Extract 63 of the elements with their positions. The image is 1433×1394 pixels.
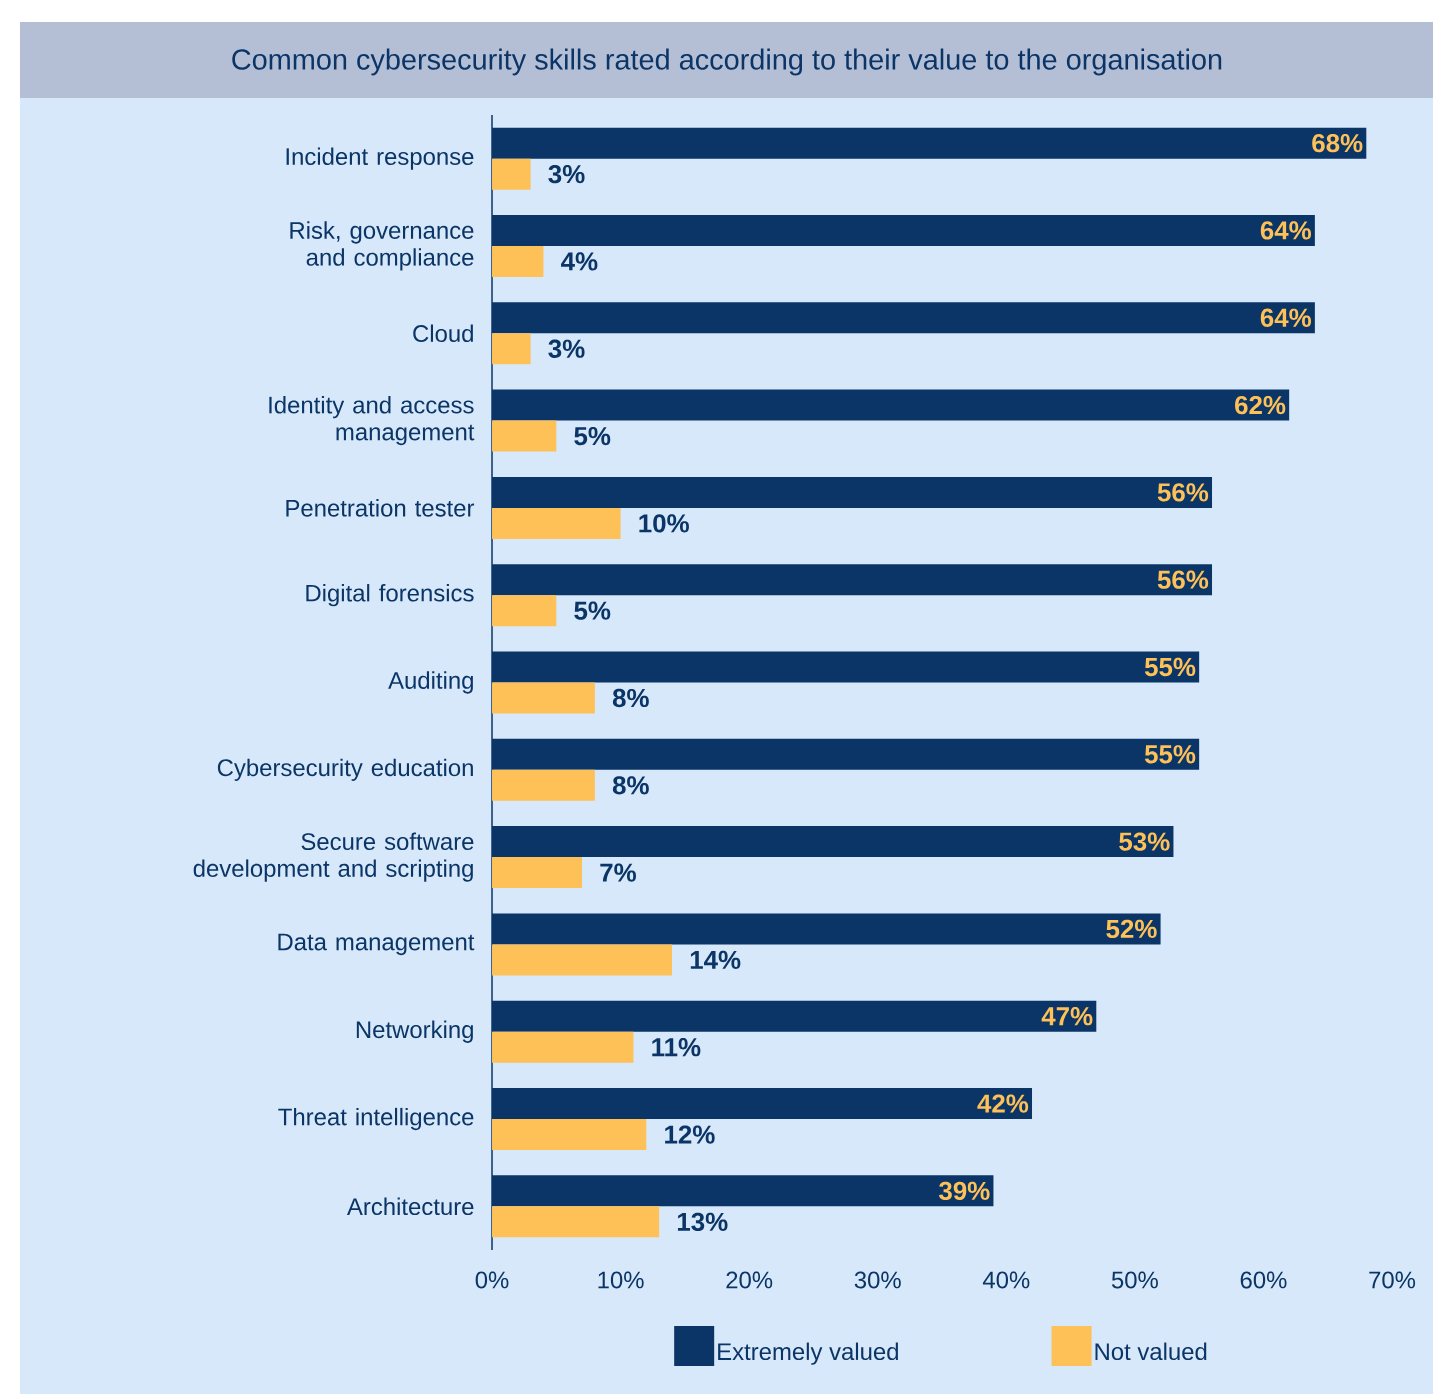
legend-label: Not valued	[1095, 1342, 1207, 1361]
data-label: 55%	[1144, 745, 1196, 764]
chart-title: Common cybersecurity skills rated according to their value to the organisation	[232, 48, 1222, 76]
data-label: 3%	[548, 164, 585, 184]
y-tick-label: Architecture	[346, 1197, 474, 1216]
bar	[492, 857, 583, 889]
y-tick-label: Cloud	[413, 324, 473, 343]
y-tick-label: Penetration tester	[286, 499, 475, 517]
bar	[492, 245, 544, 277]
bar	[492, 1031, 634, 1063]
data-label: 62%	[1235, 395, 1286, 415]
data-label: 7%	[600, 863, 636, 882]
data-label: 68%	[1312, 133, 1363, 153]
data-label: 64%	[1260, 308, 1311, 327]
bar	[492, 769, 595, 801]
x-tick-label: 20%	[726, 1271, 773, 1289]
bar	[492, 1206, 660, 1238]
y-tick-label: Digital forensics	[306, 584, 474, 607]
data-label: 47%	[1041, 1007, 1093, 1026]
bar	[492, 682, 595, 714]
y-tick-label: Secure software development and scripting	[193, 832, 474, 882]
x-tick-label: 50%	[1111, 1271, 1158, 1289]
bar	[492, 944, 673, 976]
data-label: 11%	[652, 1038, 701, 1057]
x-tick-label: 10%	[598, 1271, 644, 1289]
data-label: 14%	[690, 950, 741, 970]
data-label: 4%	[561, 252, 598, 271]
x-tick-label: 0%	[475, 1271, 509, 1289]
y-tick-label: Cybersecurity education	[217, 758, 473, 781]
bar	[492, 333, 531, 365]
x-tick-label: 70%	[1369, 1271, 1416, 1289]
data-label: 53%	[1119, 832, 1170, 851]
data-label: 39%	[938, 1181, 990, 1201]
bar	[492, 507, 621, 539]
data-label: 10%	[639, 514, 689, 533]
data-label: 3%	[548, 339, 585, 358]
data-label: 55%	[1144, 657, 1196, 677]
data-label: 8%	[612, 688, 649, 708]
y-tick-label: Risk, governance and compliance	[290, 221, 474, 271]
data-label: 8%	[612, 776, 649, 795]
y-tick-label: Incident response	[286, 147, 474, 170]
y-tick-label: Threat intelligence	[278, 1107, 474, 1131]
x-tick-label: 30%	[854, 1271, 901, 1289]
y-tick-label: Auditing	[388, 671, 473, 694]
data-label: 56%	[1157, 483, 1209, 502]
bar	[492, 420, 557, 452]
data-label: 56%	[1157, 570, 1209, 589]
data-label: 42%	[977, 1094, 1029, 1113]
legend-label: Extremely valued	[718, 1342, 898, 1365]
data-label: 64%	[1260, 221, 1311, 240]
bar	[492, 1119, 647, 1151]
y-tick-label: Identity and access management	[269, 395, 475, 446]
data-label: 12%	[665, 1125, 715, 1144]
data-label: 52%	[1106, 919, 1157, 939]
data-label: 5%	[574, 426, 611, 446]
y-tick-label: Data management	[278, 933, 475, 956]
x-tick-label: 40%	[982, 1271, 1030, 1289]
data-label: 5%	[574, 601, 611, 620]
bar	[492, 158, 531, 190]
y-tick-label: Networking	[356, 1020, 473, 1043]
bar	[492, 595, 557, 627]
x-tick-label: 60%	[1240, 1271, 1287, 1289]
data-label: 13%	[677, 1212, 728, 1232]
